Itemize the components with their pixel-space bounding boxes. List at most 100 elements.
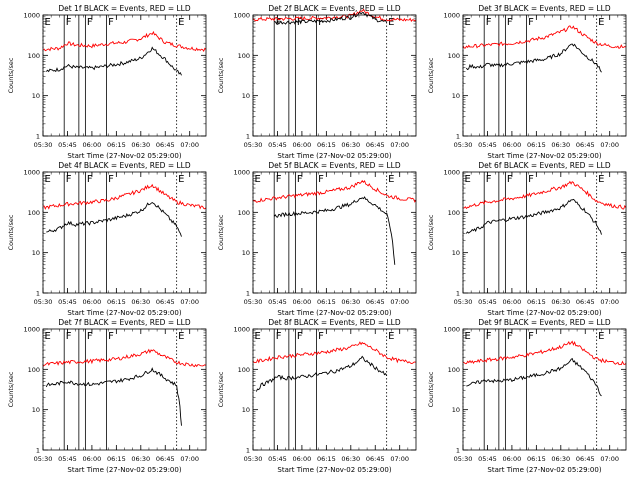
series-line-black bbox=[273, 196, 396, 265]
event-marker-label: F bbox=[297, 174, 303, 185]
x-tick-label: 05:30 bbox=[454, 141, 473, 149]
x-tick-label: 07:00 bbox=[390, 455, 409, 463]
x-tick-label: 05:30 bbox=[244, 298, 263, 306]
y-tick-label: 1 bbox=[456, 447, 460, 455]
x-tick-label: 06:00 bbox=[83, 141, 102, 149]
y-tick-label: 1000 bbox=[233, 12, 250, 20]
chart-panel-3: Det 3f BLACK = Events, RED = LLD Counts/s… bbox=[427, 4, 627, 160]
x-tick-label: 06:30 bbox=[131, 455, 150, 463]
event-marker-label: E bbox=[388, 17, 394, 28]
event-marker-label: E bbox=[598, 17, 604, 28]
x-tick-label: 07:00 bbox=[180, 455, 199, 463]
chart-panel-9: Det 9f BLACK = Events, RED = LLD Counts/s… bbox=[427, 318, 627, 474]
event-marker-label: F bbox=[108, 17, 114, 28]
x-tick-label: 05:45 bbox=[58, 455, 77, 463]
y-tick-label: 1000 bbox=[233, 169, 250, 177]
x-tick-label: 07:00 bbox=[600, 455, 619, 463]
chart-panel-6: Det 6f BLACK = Events, RED = LLD Counts/s… bbox=[427, 161, 627, 317]
event-marker-label: F bbox=[318, 174, 324, 185]
event-marker-label: F bbox=[108, 174, 114, 185]
x-tick-label: 06:30 bbox=[551, 298, 570, 306]
y-tick-label: 1 bbox=[246, 447, 250, 455]
y-tick-label: 10 bbox=[32, 406, 40, 414]
chart-title: Det 4f BLACK = Events, RED = LLD bbox=[58, 161, 191, 170]
series-line-red bbox=[462, 180, 627, 210]
event-marker-label: E bbox=[388, 174, 394, 185]
x-axis-label: Start Time (27-Nov-02 05:29:00) bbox=[487, 309, 601, 317]
chart-title: Det 3f BLACK = Events, RED = LLD bbox=[478, 4, 611, 13]
event-marker-label: F bbox=[276, 17, 282, 28]
y-tick-label: 1 bbox=[36, 290, 40, 298]
chart-title: Det 2f BLACK = Events, RED = LLD bbox=[268, 4, 401, 13]
series-line-red bbox=[252, 341, 417, 364]
x-tick-label: 05:30 bbox=[244, 141, 263, 149]
plot-frame bbox=[462, 14, 627, 137]
x-tick-label: 05:30 bbox=[454, 455, 473, 463]
series-line-red bbox=[462, 25, 627, 50]
y-tick-label: 10 bbox=[32, 249, 40, 257]
x-tick-label: 06:45 bbox=[576, 141, 595, 149]
x-tick-label: 06:45 bbox=[156, 141, 175, 149]
event-marker-label: E bbox=[255, 331, 261, 342]
y-axis-label: Counts/sec bbox=[217, 371, 225, 407]
chart-panel-5: Det 5f BLACK = Events, RED = LLD Counts/s… bbox=[217, 161, 417, 317]
chart-panel-2: Det 2f BLACK = Events, RED = LLD Counts/s… bbox=[217, 4, 417, 160]
x-tick-label: 05:30 bbox=[244, 455, 263, 463]
chart-title: Det 8f BLACK = Events, RED = LLD bbox=[268, 318, 401, 327]
y-tick-label: 1000 bbox=[23, 326, 40, 334]
event-marker-label: F bbox=[87, 331, 93, 342]
x-tick-label: 06:00 bbox=[293, 455, 312, 463]
series-line-red bbox=[42, 348, 207, 368]
x-tick-label: 06:45 bbox=[366, 298, 385, 306]
y-tick-label: 10 bbox=[32, 92, 40, 100]
y-axis-label: Counts/sec bbox=[7, 57, 15, 93]
event-marker-label: E bbox=[598, 331, 604, 342]
series-line-black bbox=[466, 357, 602, 397]
event-marker-label: E bbox=[465, 174, 471, 185]
series-line-red bbox=[252, 8, 417, 23]
series-line-red bbox=[252, 179, 417, 203]
chart-panel-8: Det 8f BLACK = Events, RED = LLD Counts/s… bbox=[217, 318, 417, 474]
x-tick-label: 06:15 bbox=[107, 141, 126, 149]
event-marker-label: E bbox=[465, 331, 471, 342]
y-tick-label: 1 bbox=[246, 290, 250, 298]
x-axis-label: Start Time (27-Nov-02 05:29:00) bbox=[67, 466, 181, 474]
y-axis-label: Counts/sec bbox=[427, 371, 435, 407]
y-tick-label: 100 bbox=[238, 52, 250, 60]
y-tick-label: 1 bbox=[246, 133, 250, 141]
event-marker-label: F bbox=[108, 331, 114, 342]
event-marker-label: F bbox=[297, 331, 303, 342]
plot-frame bbox=[42, 328, 207, 451]
event-marker-label: F bbox=[276, 174, 282, 185]
y-tick-label: 1000 bbox=[233, 326, 250, 334]
plot-frame bbox=[252, 328, 417, 451]
plot-frame bbox=[42, 171, 207, 294]
y-axis-label: Counts/sec bbox=[7, 214, 15, 250]
x-tick-label: 06:00 bbox=[83, 298, 102, 306]
plot-frame bbox=[42, 14, 207, 137]
y-tick-label: 10 bbox=[242, 406, 250, 414]
event-marker-label: F bbox=[486, 174, 492, 185]
x-tick-label: 05:45 bbox=[58, 141, 77, 149]
y-tick-label: 1000 bbox=[23, 169, 40, 177]
event-marker-label: F bbox=[87, 17, 93, 28]
x-tick-label: 06:45 bbox=[366, 455, 385, 463]
event-marker-label: F bbox=[318, 17, 324, 28]
event-marker-label: E bbox=[45, 331, 51, 342]
event-marker-label: E bbox=[178, 331, 184, 342]
x-tick-label: 07:00 bbox=[390, 141, 409, 149]
event-marker-label: F bbox=[528, 17, 534, 28]
x-tick-label: 06:00 bbox=[83, 455, 102, 463]
x-tick-label: 05:45 bbox=[268, 298, 287, 306]
x-tick-label: 05:30 bbox=[454, 298, 473, 306]
x-tick-label: 06:45 bbox=[156, 298, 175, 306]
plot-frame bbox=[462, 328, 627, 451]
x-axis-label: Start Time (27-Nov-02 05:29:00) bbox=[487, 152, 601, 160]
x-tick-label: 06:30 bbox=[551, 455, 570, 463]
chart-title: Det 7f BLACK = Events, RED = LLD bbox=[58, 318, 191, 327]
event-marker-label: E bbox=[255, 174, 261, 185]
event-marker-label: F bbox=[528, 174, 534, 185]
x-tick-label: 06:45 bbox=[366, 141, 385, 149]
x-tick-label: 06:30 bbox=[341, 298, 360, 306]
